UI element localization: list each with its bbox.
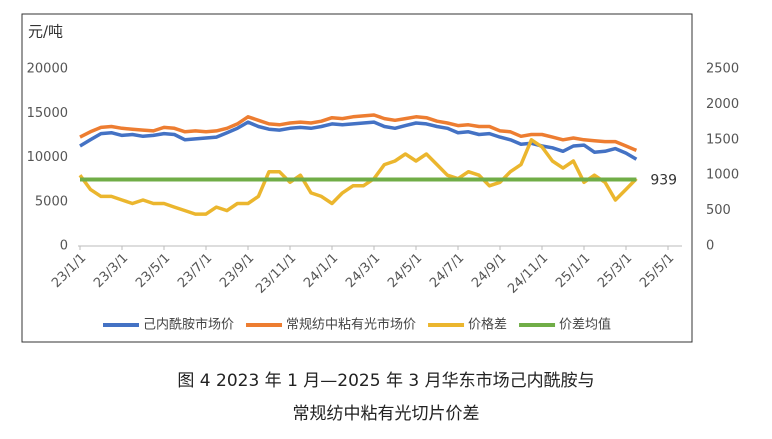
mean-label: 939 [650, 173, 677, 189]
caption: 常规纺中粘有光切片价差 [293, 404, 480, 424]
legend-label: 价差均值 [559, 317, 611, 333]
y2-tick-label: 1500 [706, 132, 739, 147]
y2-tick-label: 1000 [706, 168, 739, 183]
legend-label: 价格差 [468, 317, 507, 333]
caption: 图 4 2023 年 1 月—2025 年 3 月华东市场己内酰胺与 [177, 371, 594, 391]
legend-label: 常规纺中粘有光市场价 [286, 317, 416, 333]
y2-tick-label: 2000 [706, 97, 739, 112]
y-tick-label: 5000 [35, 194, 68, 209]
y2-tick-label: 2500 [706, 62, 739, 77]
y-tick-label: 15000 [27, 106, 68, 121]
series-line [78, 138, 638, 216]
y2-tick-label: 0 [706, 239, 714, 254]
y-tick-label: 20000 [27, 62, 68, 77]
y-tick-label: 0 [60, 239, 68, 254]
series-line [79, 120, 638, 161]
legend-label: 己内酰胺市场价 [143, 317, 234, 333]
y-tick-label: 10000 [27, 150, 68, 165]
y2-tick-label: 500 [706, 203, 731, 218]
series-line [79, 113, 638, 153]
y-axis-label: 元/吨 [28, 23, 63, 41]
